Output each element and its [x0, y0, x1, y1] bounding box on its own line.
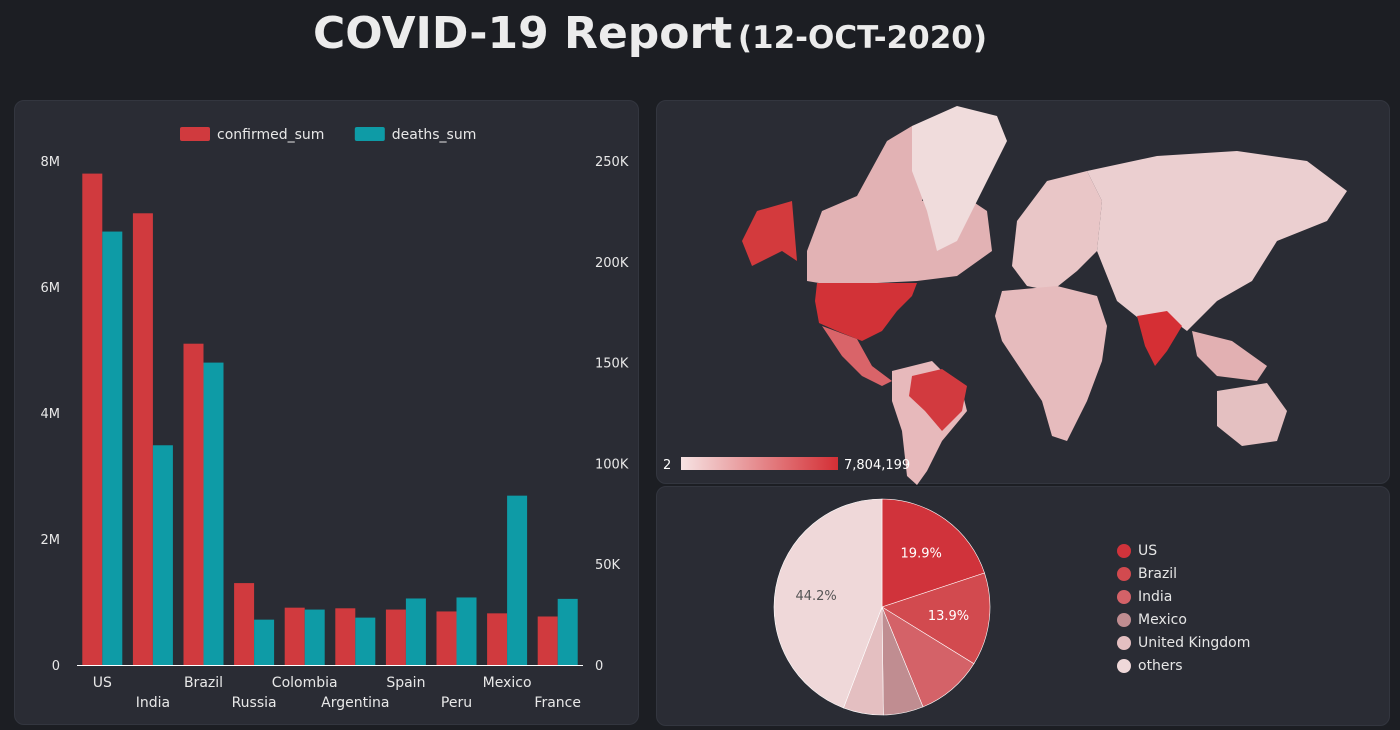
bar-deaths-us[interactable] [102, 231, 123, 665]
x-tick-label: India [136, 695, 170, 711]
pie-legend-item[interactable]: India [1117, 585, 1250, 608]
pie-legend-item[interactable]: Mexico [1117, 608, 1250, 631]
pie-slice-us[interactable] [881, 498, 985, 608]
pie-legend-item[interactable]: others [1117, 654, 1250, 677]
bar-confirmed-russia[interactable] [234, 583, 255, 665]
x-tick-label: US [93, 675, 112, 691]
pie-legend-swatch [1117, 566, 1131, 581]
x-tick-label: Brazil [184, 675, 223, 691]
bar-confirmed-us[interactable] [82, 173, 103, 665]
x-tick-label: France [534, 695, 581, 711]
report-title: COVID-19 Report (12-OCT-2020) [0, 8, 1300, 59]
pie-legend-swatch [1117, 612, 1131, 627]
bar-deaths-france[interactable] [557, 598, 578, 665]
y-right-tick-label: 0 [595, 659, 603, 674]
bar-confirmed-peru[interactable] [436, 611, 457, 665]
x-tick-label: Russia [232, 695, 277, 711]
pie-legend-label: US [1138, 542, 1158, 559]
map-region-india[interactable] [1137, 311, 1182, 366]
pie-legend-swatch [1117, 635, 1131, 650]
pie-legend-item[interactable]: US [1117, 539, 1250, 562]
y-left-tick-label: 6M [41, 281, 61, 296]
bar-deaths-colombia[interactable] [304, 609, 325, 665]
pie-legend-swatch [1117, 589, 1131, 604]
legend-label-deaths_sum[interactable]: deaths_sum [392, 127, 477, 143]
pie-legend-label: Brazil [1138, 565, 1178, 582]
y-left-tick-label: 2M [41, 533, 61, 548]
map-region-asia[interactable] [1087, 151, 1347, 331]
bar-deaths-brazil[interactable] [203, 362, 224, 665]
x-tick-label: Colombia [272, 675, 338, 691]
pie-legend-label: United Kingdom [1138, 634, 1251, 651]
map-region-mexico[interactable] [822, 326, 892, 386]
bar-chart: confirmed_sum deaths_sum 0 2M 4M 6M 8M 0 50K 100K… [41, 127, 629, 711]
map-panel: 2 7,804,199 [656, 100, 1390, 485]
y-right-tick-label: 150K [595, 357, 629, 372]
map-scale-bar [681, 457, 838, 470]
pie-slice-brazil[interactable] [881, 572, 991, 665]
bar-deaths-spain[interactable] [405, 598, 426, 665]
pie-data-label: 19.9% [901, 547, 942, 562]
map-region-europe[interactable] [1012, 171, 1102, 291]
y-right-tick-label: 250K [595, 155, 629, 170]
legend-swatch-deaths_sum[interactable] [354, 127, 385, 141]
bar-confirmed-spain[interactable] [385, 609, 406, 665]
report-title-main: COVID-19 Report [312, 8, 733, 59]
pie-legend-label: India [1138, 588, 1173, 605]
bar-deaths-russia[interactable] [254, 619, 275, 665]
bar-confirmed-argentina[interactable] [335, 608, 356, 665]
legend-swatch-confirmed_sum[interactable] [180, 127, 210, 141]
bar-confirmed-mexico[interactable] [487, 613, 508, 665]
map-region-usa[interactable] [815, 283, 917, 341]
pie-legend-swatch [1117, 543, 1131, 558]
map-region-southeast-asia[interactable] [1192, 331, 1267, 381]
y-left-tick-label: 8M [41, 155, 61, 170]
y-left-tick-label: 4M [41, 407, 61, 422]
pie-legend: US Brazil India Mexico United Kingdom others [1117, 539, 1250, 677]
y-right-tick-label: 50K [595, 558, 621, 573]
pie-slice-others[interactable] [773, 498, 883, 709]
pie-legend-item[interactable]: Brazil [1117, 562, 1250, 585]
pie-legend-label: others [1138, 657, 1183, 674]
y-right-tick-label: 200K [595, 256, 629, 271]
pie-data-label: 13.9% [928, 609, 969, 624]
legend-label-confirmed_sum[interactable]: confirmed_sum [217, 127, 324, 143]
x-tick-label: Peru [441, 695, 472, 711]
report-title-date: (12-OCT-2020) [737, 20, 988, 56]
x-tick-label: Spain [386, 675, 425, 691]
map-region-brazil[interactable] [909, 369, 967, 431]
pie-chart: 19.9% 13.9% 44.2% [773, 498, 991, 716]
map-region-greenland[interactable] [912, 106, 1007, 251]
map-region-africa[interactable] [995, 286, 1107, 441]
bar-legend[interactable]: confirmed_sum deaths_sum [180, 127, 476, 143]
bar-deaths-peru[interactable] [456, 597, 477, 665]
y-right-tick-label: 100K [595, 457, 629, 472]
y-left-tick-label: 0 [52, 659, 60, 674]
pie-data-label: 44.2% [795, 589, 836, 604]
x-tick-label: Mexico [483, 675, 532, 691]
bar-confirmed-colombia[interactable] [284, 607, 305, 665]
pie-legend-swatch [1117, 658, 1131, 673]
world-map: 2 7,804,199 [663, 106, 1347, 485]
bar-deaths-argentina[interactable] [355, 617, 376, 665]
pie-legend-item[interactable]: United Kingdom [1117, 631, 1250, 654]
map-region-australia[interactable] [1217, 383, 1287, 446]
x-tick-label: Argentina [321, 695, 389, 711]
bar-confirmed-india[interactable] [132, 213, 153, 665]
bar-chart-panel: confirmed_sum deaths_sum 0 2M 4M 6M 8M 0 50K 100K… [14, 100, 639, 725]
bar-confirmed-brazil[interactable] [183, 343, 204, 665]
map-scale-max-label: 7,804,199 [844, 458, 910, 473]
map-scale-min-label: 2 [663, 458, 671, 473]
pie-chart-panel: 19.9% 13.9% 44.2% US Brazil India Mexico Unite… [656, 486, 1390, 726]
bar-confirmed-france[interactable] [537, 616, 558, 665]
bar-deaths-mexico[interactable] [507, 495, 528, 665]
map-region-alaska[interactable] [742, 201, 797, 266]
pie-legend-label: Mexico [1138, 611, 1187, 628]
bar-deaths-india[interactable] [152, 445, 173, 665]
